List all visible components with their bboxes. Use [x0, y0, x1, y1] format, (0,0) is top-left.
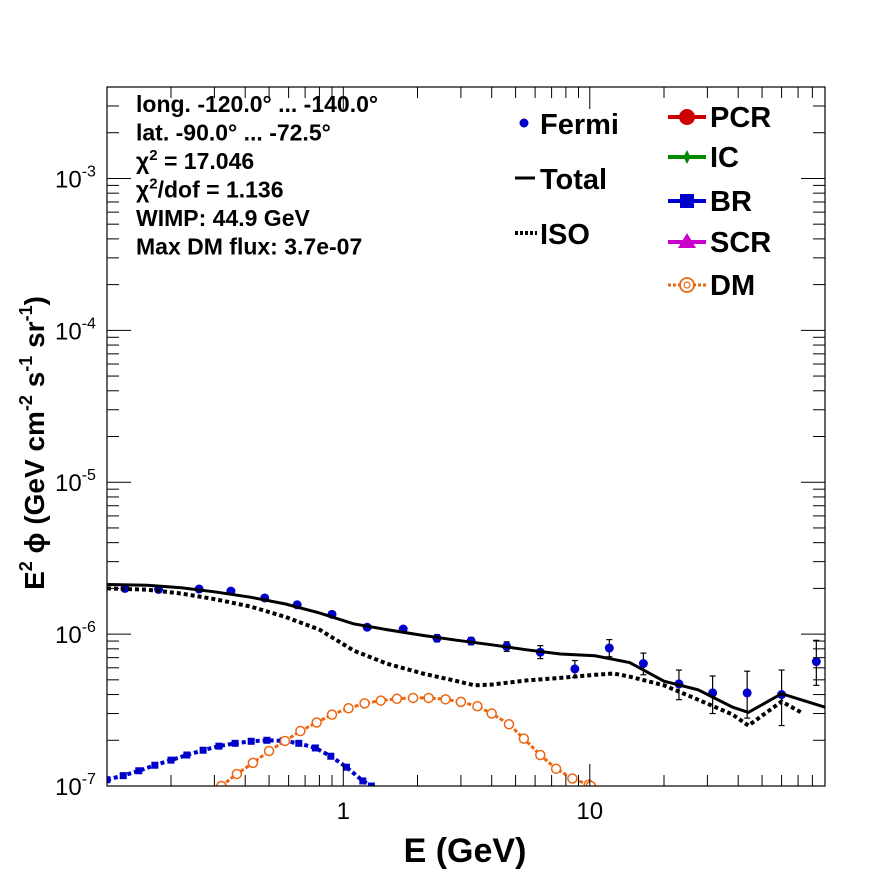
- series-br-point: [215, 742, 223, 750]
- series-dm-point: [311, 717, 322, 728]
- y-tick-label: 10-6: [55, 619, 96, 649]
- legend-br-marker: [680, 194, 694, 208]
- plot-clip-group: [107, 583, 825, 786]
- series-br-point: [359, 777, 367, 785]
- series-dm-point: [518, 733, 530, 744]
- legend-pcr-marker: [679, 109, 695, 125]
- series-fermi-point: [811, 657, 821, 667]
- plot-data: [107, 583, 825, 786]
- series-dm-point: [423, 692, 434, 704]
- legend-pcr-label: PCR: [710, 102, 771, 134]
- series-dm-point: [440, 694, 451, 705]
- x-tick-label: 10: [576, 798, 603, 825]
- series-dm-point: [585, 780, 597, 786]
- y-tick-label: 10-5: [55, 467, 96, 497]
- series-dm-point: [407, 692, 419, 704]
- legend-dm-marker-inner: [683, 281, 691, 289]
- y-tick-label: 10-3: [55, 163, 96, 193]
- series-total-line: [107, 583, 825, 715]
- series-br-point: [311, 744, 319, 752]
- series-dm-point: [567, 773, 578, 784]
- y-tick-label: 10-7: [55, 771, 96, 801]
- axis-labels: E (GeV) E2 ϕ (GeV cm-2 s-1 sr-1): [16, 296, 526, 870]
- info-line: Max DM flux: 3.7e-07: [136, 234, 362, 260]
- axes: 1 10 10-7 10-6 10-5 10-4 10-3: [55, 86, 826, 825]
- series-br-line: [107, 738, 373, 786]
- legend-br-label: BR: [710, 186, 752, 218]
- info-line: WIMP: 44.9 GeV: [136, 205, 310, 231]
- series-dm-point: [503, 719, 515, 730]
- series-br-point: [342, 763, 350, 771]
- series-dm-point: [231, 768, 243, 780]
- series-br-point: [295, 739, 303, 747]
- info-line: lat. -90.0° ... -72.5°: [136, 120, 331, 146]
- series-br-point: [151, 761, 159, 769]
- legend-fermi-marker: [519, 118, 529, 128]
- series-dm-point: [263, 745, 275, 757]
- legend-fermi-label: Fermi: [540, 109, 619, 141]
- series-dm-point: [550, 763, 562, 774]
- info-line: χ2 = 17.046: [136, 147, 254, 174]
- legend-iso-label: ISO: [540, 219, 590, 251]
- legend: Fermi Total ISO PCR IC BR SCR DM: [515, 102, 771, 302]
- legend-ic-marker: [680, 150, 694, 164]
- series-dm-point: [359, 698, 370, 709]
- x-axis-label: E (GeV): [404, 832, 527, 870]
- series-br-point: [119, 772, 127, 780]
- legend-scr-marker: [678, 233, 696, 248]
- series-dm-point: [375, 695, 387, 706]
- y-axis-label: E2 ϕ (GeV cm-2 s-1 sr-1): [16, 296, 50, 590]
- series-br-point: [231, 739, 239, 747]
- series-dm-point: [391, 693, 403, 705]
- series-br-point: [263, 736, 271, 744]
- series-dm-point: [535, 749, 546, 761]
- series-br-point: [167, 756, 175, 764]
- legend-dm-label: DM: [710, 270, 755, 302]
- series-dm-point: [295, 725, 306, 737]
- series-fermi-point: [570, 664, 580, 674]
- series-dm-point: [455, 696, 467, 708]
- series-br-point: [247, 737, 255, 745]
- info-line: long. -120.0° ... -140.0°: [136, 91, 378, 117]
- info-line: χ2/dof = 1.136: [136, 176, 284, 203]
- legend-scr-label: SCR: [710, 227, 771, 259]
- series-dm-point: [216, 780, 227, 786]
- series-iso-line: [107, 586, 803, 729]
- y-tick-label: 10-4: [55, 315, 96, 345]
- series-dm-point: [279, 735, 291, 747]
- series-br-point: [367, 782, 375, 786]
- info-box: long. -120.0° ... -140.0° lat. -90.0° ...…: [136, 91, 378, 260]
- series-dm-point: [247, 757, 259, 769]
- series-fermi-point: [638, 659, 648, 669]
- legend-ic-label: IC: [710, 142, 739, 174]
- series-br-point: [199, 746, 207, 754]
- series-br-point: [183, 751, 191, 759]
- series-fermi-point: [604, 643, 614, 653]
- series-dm-point: [472, 701, 483, 712]
- series-dm-point: [486, 708, 497, 719]
- series-br-point: [327, 752, 335, 760]
- series-fermi-point: [742, 688, 752, 698]
- series-dm-point: [343, 703, 354, 714]
- legend-dm-marker: [679, 277, 695, 293]
- x-tick-label: 1: [337, 798, 350, 825]
- series-br-point: [135, 767, 143, 775]
- series-dm-point: [326, 709, 338, 720]
- legend-total-label: Total: [540, 164, 607, 196]
- series-br-point: [107, 776, 111, 784]
